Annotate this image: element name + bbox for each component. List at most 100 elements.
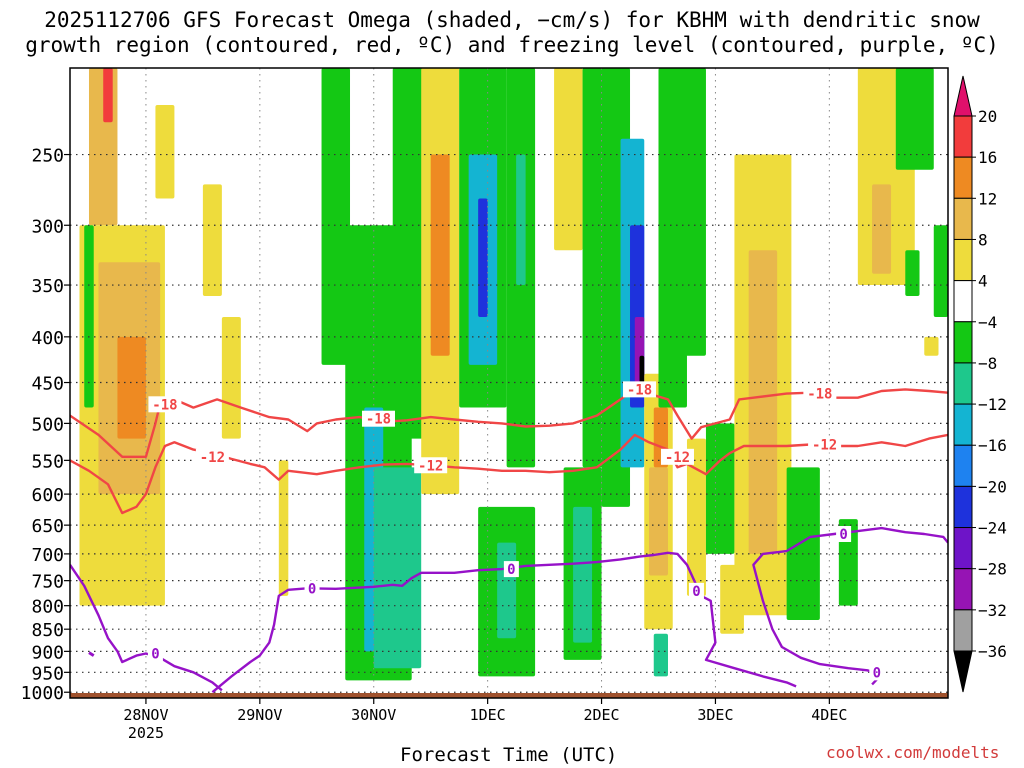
contour-label-0-1: -18 [366, 412, 391, 428]
contour-label-bg-0-2 [623, 381, 657, 398]
chart-contours: -18 -18 -18 -18 -12 -12 -12 -12 0 0 0 0 0 0 [70, 381, 948, 694]
omega-shaded-field [79, 68, 948, 681]
colorbar-label-7: −12 [978, 395, 1007, 414]
colorbar-label-13: −36 [978, 642, 1007, 661]
contour-label-3-1: 0 [507, 562, 515, 578]
omega-region-51 [924, 336, 939, 356]
chart-title-line1: 2025112706 GFS Forecast Omega (shaded, −… [44, 8, 980, 32]
omega-region-40 [705, 423, 735, 554]
source-credit: coolwx.com/modelts [826, 743, 1000, 762]
colorbar-label-1: 16 [978, 148, 997, 167]
chart-title-line2: growth region (contoured, red, ºC) and f… [25, 33, 999, 57]
ground-surface [70, 693, 948, 698]
contour-label-4-0: 0 [839, 527, 847, 543]
omega-region-6 [155, 104, 175, 199]
x-tick-label-30NOV: 30NOV [351, 706, 396, 724]
contour-label-1-0: -12 [200, 450, 225, 466]
y-tick-label-1000: 1000 [21, 683, 64, 704]
chart-gridlines [70, 68, 948, 698]
x-tick-year-label: 2025 [128, 724, 164, 742]
omega-region-21 [516, 154, 526, 286]
omega-region-35 [649, 467, 668, 576]
colorbar-label-9: −20 [978, 477, 1007, 496]
colorbar-label-12: −32 [978, 601, 1007, 620]
y-tick-label-300: 300 [31, 216, 64, 237]
contour-label-bg-4-1 [869, 664, 885, 681]
contour-label-bg-1-0 [195, 448, 229, 465]
contour-line-1 [70, 433, 948, 515]
y-tick-label-550: 550 [31, 451, 64, 472]
contour-label-bg-1-1 [414, 457, 448, 474]
colorbar-segment-11 [953, 568, 973, 611]
y-tick-label-600: 600 [31, 485, 64, 506]
omega-region-48 [895, 68, 934, 170]
contour-label-bg-3-0 [304, 580, 320, 597]
y-tick-label-850: 850 [31, 620, 64, 641]
y-tick-label-750: 750 [31, 572, 64, 593]
omega-region-47 [872, 184, 892, 274]
y-tick-label-500: 500 [31, 414, 64, 435]
y-tick-label-250: 250 [31, 146, 64, 167]
contour-label-0-0: -18 [152, 397, 177, 413]
omega-region-5 [84, 225, 94, 408]
colorbar-segment-2 [953, 197, 973, 240]
colorbar-label-6: −8 [978, 354, 997, 373]
omega-region-49 [905, 250, 920, 296]
omega-region-7 [202, 184, 222, 296]
contour-label-bg-0-0 [148, 396, 182, 413]
colorbar-segment-3 [953, 238, 973, 282]
y-tick-label-450: 450 [31, 374, 64, 395]
x-tick-label-4DEC: 4DEC [811, 706, 847, 724]
colorbar-segment-8 [953, 444, 973, 487]
colorbar-label-4: 4 [978, 272, 988, 291]
contour-label-1-1: -12 [418, 458, 443, 474]
colorbar-segment-1 [953, 156, 973, 199]
contour-label-0-3: -18 [807, 387, 832, 403]
omega-region-43 [720, 564, 744, 634]
x-tick-label-3DEC: 3DEC [697, 706, 733, 724]
y-tick-label-800: 800 [31, 597, 64, 618]
contour-label-bg-0-3 [803, 385, 837, 402]
contour-fragment [88, 651, 95, 657]
omega-region-39 [686, 438, 706, 596]
contour-label-bg-2-0 [147, 645, 163, 662]
contour-label-bg-4-0 [836, 525, 852, 542]
omega-region-38 [677, 68, 706, 356]
contour-label-4-1: 0 [873, 665, 881, 681]
omega-region-30 [639, 355, 645, 383]
colorbar-segment-6 [953, 362, 973, 405]
colorbar-bottom-arrow [953, 650, 973, 693]
colorbar-segment-10 [953, 527, 973, 570]
omega-region-24 [554, 68, 583, 251]
contour-label-1-2: -12 [665, 450, 690, 466]
colorbar-segment-0 [953, 115, 973, 158]
omega-region-50 [933, 225, 948, 317]
colorbar-segment-9 [953, 485, 973, 529]
colorbar-label-2: 12 [978, 189, 997, 208]
x-axis-ticks: 28NOV 29NOV 30NOV 1DEC 2DEC 3DEC 4DEC 2025 [123, 698, 847, 742]
colorbar-segment-12 [953, 609, 973, 652]
y-tick-label-400: 400 [31, 328, 64, 349]
colorbar-label-8: −16 [978, 436, 1007, 455]
omega-region-4 [117, 336, 146, 439]
x-tick-label-1DEC: 1DEC [470, 706, 506, 724]
x-axis-title: Forecast Time (UTC) [400, 744, 618, 766]
omega-region-23 [497, 542, 517, 639]
y-axis-ticks: 2503003504004505005506006507007508008509… [21, 146, 70, 704]
omega-region-14 [373, 467, 422, 669]
contour-line-4 [752, 526, 948, 686]
omega-region-8 [221, 316, 241, 439]
contour-label-bg-3-2 [688, 582, 704, 599]
omega-region-9 [278, 460, 289, 596]
contour-label-bg-0-1 [361, 410, 395, 427]
contour-label-0-2: -18 [627, 382, 652, 398]
contour-label-1-3: -12 [812, 438, 837, 454]
x-tick-label-28NOV: 28NOV [123, 706, 168, 724]
y-tick-label-700: 700 [31, 545, 64, 566]
colorbar-label-10: −24 [978, 519, 1007, 538]
contour-label-bg-1-2 [660, 448, 694, 465]
colorbar-segment-7 [953, 403, 973, 446]
contour-line-2 [70, 564, 223, 692]
omega-region-16 [430, 154, 450, 356]
contour-line-0 [70, 388, 948, 458]
